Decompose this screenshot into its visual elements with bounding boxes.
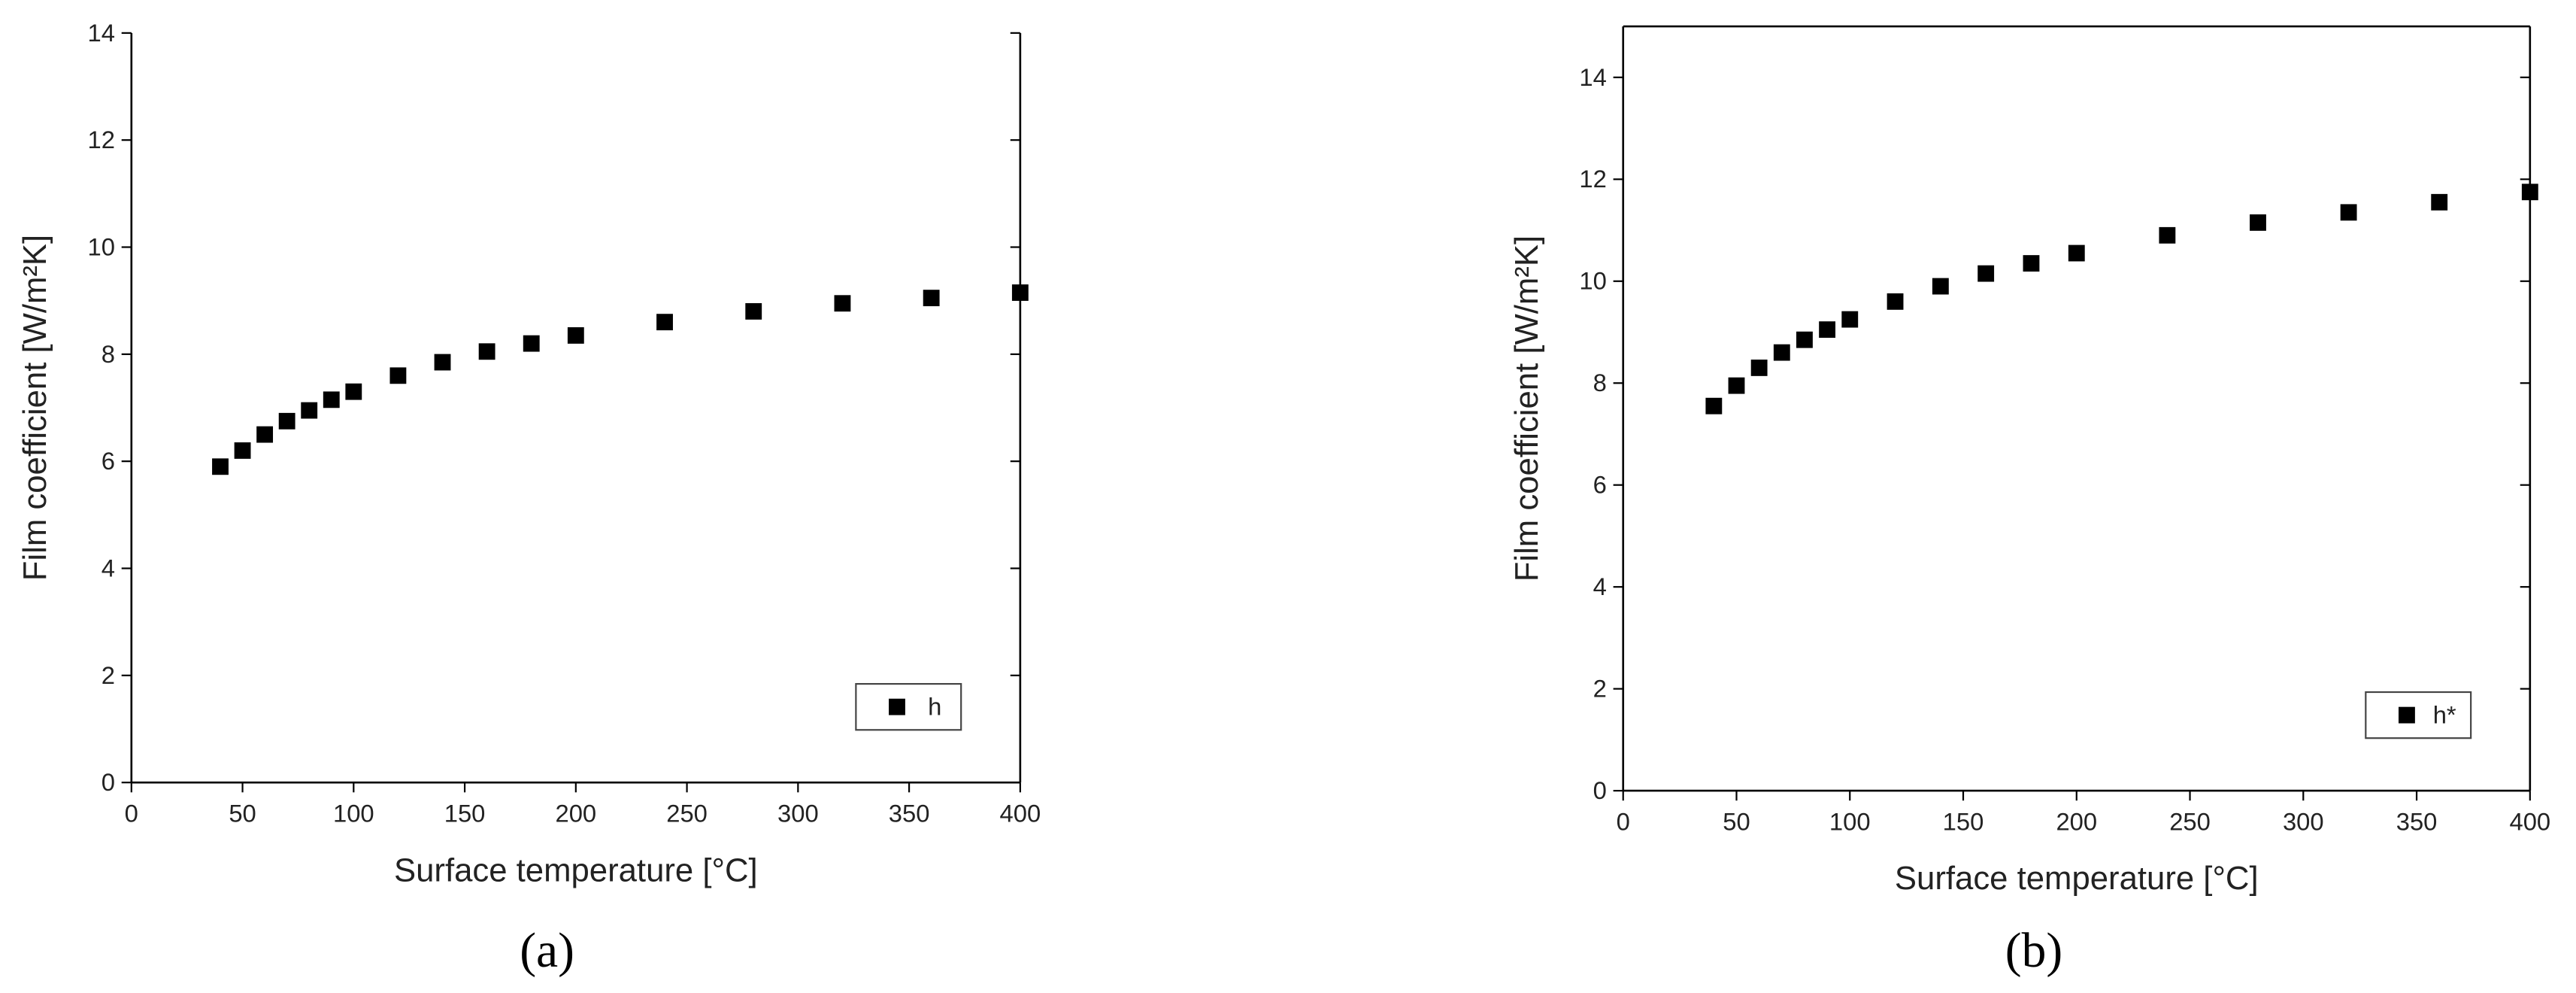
y-axis-label: Film coefficient [W/m²K] xyxy=(1508,235,1545,582)
x-tick-label: 200 xyxy=(555,800,596,828)
y-tick-label: 4 xyxy=(1593,572,1607,600)
x-tick-label: 250 xyxy=(2169,808,2211,836)
y-axis-label: Film coefficient [W/m²K] xyxy=(17,235,53,581)
y-tick-label: 6 xyxy=(102,447,115,475)
x-tick-label: 350 xyxy=(889,800,930,828)
y-tick-label: 2 xyxy=(102,661,115,689)
y-tick-label: 2 xyxy=(1593,675,1607,703)
marker xyxy=(834,295,851,312)
marker xyxy=(923,290,940,307)
y-tick-label: 10 xyxy=(87,232,114,260)
x-tick-label: 150 xyxy=(1943,808,1984,836)
marker xyxy=(1773,344,1790,361)
x-axis-label: Surface temperature [°C] xyxy=(394,852,758,888)
y-tick-label: 12 xyxy=(1579,165,1606,193)
x-tick-label: 400 xyxy=(2509,808,2550,836)
marker xyxy=(278,412,295,430)
marker xyxy=(523,335,540,352)
x-axis-label: Surface temperature [°C] xyxy=(1895,860,2259,897)
legend-marker xyxy=(2399,706,2415,724)
marker xyxy=(2159,226,2176,244)
y-tick-label: 14 xyxy=(87,19,114,47)
marker xyxy=(389,367,407,384)
y-tick-label: 12 xyxy=(87,126,114,153)
y-tick-label: 8 xyxy=(1593,369,1607,396)
marker xyxy=(1841,311,1859,328)
y-tick-label: 14 xyxy=(1579,63,1606,91)
x-tick-label: 50 xyxy=(229,800,256,828)
x-tick-label: 250 xyxy=(666,800,708,828)
marker xyxy=(2521,184,2538,201)
x-tick-label: 400 xyxy=(1000,800,1041,828)
marker xyxy=(2340,204,2357,221)
x-tick-label: 0 xyxy=(1617,808,1630,836)
y-tick-label: 4 xyxy=(102,554,115,582)
y-tick-label: 0 xyxy=(102,768,115,796)
marker xyxy=(1705,397,1723,415)
legend-box xyxy=(855,682,962,731)
caption: (a) xyxy=(520,924,574,978)
marker xyxy=(1796,331,1813,348)
marker xyxy=(2431,193,2448,211)
legend-label: h xyxy=(928,693,941,721)
marker xyxy=(478,343,496,360)
marker xyxy=(212,458,229,475)
marker xyxy=(1728,377,1745,394)
marker xyxy=(2068,244,2085,262)
marker xyxy=(1011,284,1029,301)
marker xyxy=(656,314,673,331)
y-tick-label: 6 xyxy=(1593,471,1607,499)
legend-label: h* xyxy=(2433,701,2456,729)
x-tick-label: 0 xyxy=(125,800,138,828)
x-tick-label: 100 xyxy=(1829,808,1871,836)
marker xyxy=(567,327,584,344)
legend-box xyxy=(2365,691,2472,739)
marker xyxy=(1887,293,1904,310)
x-tick-label: 300 xyxy=(2283,808,2324,836)
marker xyxy=(234,442,251,459)
x-tick-label: 300 xyxy=(777,800,819,828)
y-tick-label: 8 xyxy=(102,340,115,368)
marker xyxy=(1932,278,1949,295)
marker xyxy=(1819,321,1836,339)
marker xyxy=(1750,359,1768,376)
marker xyxy=(2250,214,2266,231)
x-tick-label: 350 xyxy=(2396,808,2438,836)
marker xyxy=(345,383,362,400)
x-tick-label: 50 xyxy=(1723,808,1750,836)
marker xyxy=(323,391,340,408)
y-tick-label: 0 xyxy=(1593,776,1607,804)
x-tick-label: 100 xyxy=(333,800,374,828)
marker xyxy=(256,426,274,443)
x-tick-label: 150 xyxy=(444,800,486,828)
marker xyxy=(1977,265,1995,282)
marker xyxy=(745,302,762,320)
x-tick-label: 200 xyxy=(2056,808,2097,836)
caption: (b) xyxy=(2005,924,2062,978)
marker xyxy=(434,354,451,371)
y-tick-label: 10 xyxy=(1579,267,1606,295)
marker xyxy=(2023,255,2040,272)
marker xyxy=(301,402,318,419)
legend-marker xyxy=(889,698,905,715)
